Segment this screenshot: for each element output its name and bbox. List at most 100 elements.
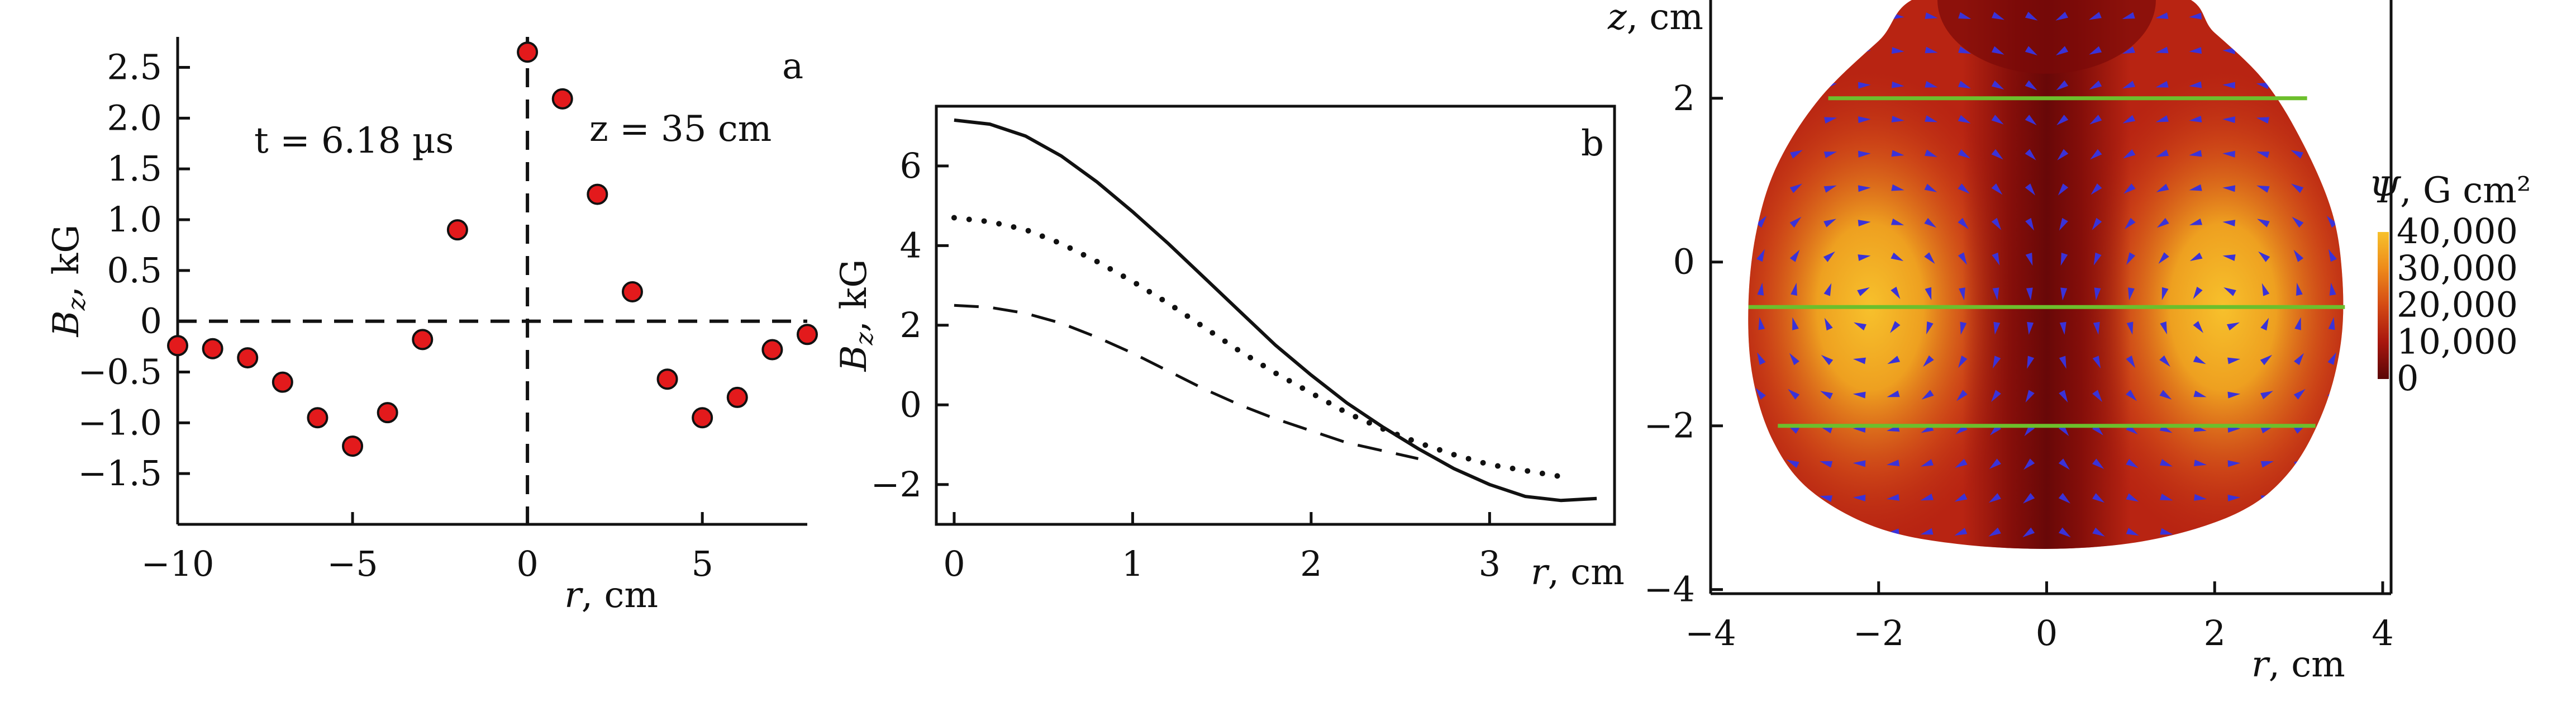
panel-c-field-arrow [2056,115,2069,126]
panel-a-x-tick-label: −10 [141,543,215,584]
panel-c-field-arrow [1853,391,1866,399]
panel-c-field-arrow [2058,183,2069,196]
panel-c-field-arrow [2025,12,2038,21]
panel-c-field-arrow [2328,317,2335,330]
panel-c-field-arrow [1824,48,1837,55]
panel-c-field-arrow [2126,356,2135,368]
panel-c-field-arrow [2227,322,2240,331]
panel-c-field-arrow [2294,494,2307,503]
panel-a-data-point [377,402,398,424]
panel-c-field-arrow [2156,217,2169,228]
panel-c-field-arrow [1955,458,1968,468]
panel-c-field-arrow [2025,80,2037,91]
panel-c-field-arrow [1786,494,1799,503]
panel-c: −4 −2 0 2 4 2 0 −2 −4 r, cm z, cm Ψ, G cm²40,00030,… [1607,0,2531,685]
panel-c-field-arrow [2023,458,2035,470]
panel-a-letter: a [782,46,803,87]
panel-c-field-arrow [2094,287,2101,301]
panel-a: −10 −5 0 5 2.5 2.0 1.5 1.0 0.5 0 −0.5 −1.0 −1.5 r, cm… [46,37,818,616]
panel-c-field-arrow [2256,151,2270,158]
panel-b-series-dashed [954,304,1419,460]
panel-c-field-arrow [1958,356,1968,368]
panel-c-field-arrow [1887,356,1901,364]
panel-c-field-arrow [2189,218,2202,225]
panel-c-field-arrow [1923,355,1934,367]
panel-c-field-arrow [2324,47,2337,55]
panel-c-field-arrow [2027,321,2034,335]
panel-c-field-arrow [1788,389,1800,400]
panel-c-field-arrow [1853,494,1866,501]
panel-c-field-arrow [1857,287,1870,296]
panel-c-x-tick-label: 0 [2036,613,2058,653]
panel-c-field-arrow [2260,495,2274,502]
panel-c-field-arrow [1790,116,1803,124]
panel-c-field-arrow [1789,353,1799,366]
panel-c-field-arrow [1756,81,1769,90]
panel-c-field-arrow [2025,46,2038,56]
panel-c-marks: −4 −2 0 2 4 2 0 −2 −4 r, cm z, cm Ψ, G cm²40,00030,… [1607,0,2531,685]
panel-c-field-arrow [2089,46,2102,55]
panel-c-field-arrow [2327,458,2340,468]
panel-a-y-tick-label: 0.5 [107,250,162,291]
panel-c-colorbar-tick-label: 30,000 [2397,248,2518,288]
panel-c-field-arrow [1991,390,2001,402]
panel-c-field-arrow [2256,13,2269,21]
panel-b-marks: 0 1 2 3 6 4 2 0 −2 r, cm Bz, kG [834,105,1625,593]
panel-c-field-arrow [2025,149,2036,160]
panel-c-field-arrow [2290,82,2303,90]
panel-c-field-arrow [1920,494,1934,501]
panel-c-field-arrow [1820,391,1833,400]
panel-c-field-arrow [2092,217,2102,230]
panel-c-field-arrow [2092,527,2105,537]
panel-c-field-arrow [1925,80,1938,88]
panel-b-x-label: r, cm [1531,552,1625,593]
panel-c-field-arrow [1786,460,1799,468]
panel-c-field-arrow [2227,494,2241,501]
panel-c-field-arrow [1891,47,1904,54]
panel-c-field-arrow [2156,183,2169,192]
panel-c-field-arrow [2193,356,2206,364]
panel-c-field-arrow [1756,215,1767,228]
panel-c-field-arrow [1789,183,1802,193]
panel-c-field-arrow [2126,458,2139,468]
panel-c-field-arrow [1789,216,1802,228]
panel-c-field-arrow [2156,149,2169,157]
panel-c-field-arrow [1958,80,1971,89]
panel-c-field-arrow [2123,149,2136,159]
panel-c-x-label: r, cm [2251,644,2345,685]
panel-c-y-tick-label: 2 [1673,78,1695,119]
panel-c-field-arrow [2025,183,2036,196]
panel-c-field-arrow [1790,48,1803,55]
panel-c-colorbar [2378,232,2389,379]
panel-c-field-arrow [2325,149,2337,159]
panel-a-data-point [307,407,328,429]
panel-c-field-arrow [1820,426,1833,434]
panel-c-field-arrow [1988,527,2001,537]
panel-c-field-arrow [2329,282,2336,296]
panel-c-colorbar-tick-label: 20,000 [2397,285,2518,325]
panel-c-flux-map [1748,0,2344,549]
panel-c-field-arrow [2060,287,2068,301]
panel-c-field-arrow [1858,116,1871,124]
panel-c-field-arrow [2222,185,2236,192]
panel-c-field-arrow [2328,249,2337,262]
panel-c-field-arrow [2294,353,2304,366]
panel-c-field-arrow [1989,458,2001,469]
panel-c-field-arrow [2222,150,2235,158]
panel-c-field-arrow [1890,321,1901,333]
panel-c-field-arrow [2189,116,2202,122]
panel-a-y-tick-label: −0.5 [78,352,162,392]
panel-c-field-arrow [1925,12,1938,19]
panel-c-plot-area [1748,0,2345,549]
panel-c-field-arrow [2189,184,2202,191]
panel-c-colorbar-tick-label: 0 [2397,358,2418,399]
panel-c-field-arrow [2189,252,2203,261]
panel-c-field-arrow [2189,81,2202,88]
panel-c-field-arrow [2160,494,2173,501]
panel-c-field-arrow [2124,217,2136,230]
panel-c-central-column [1963,0,2131,549]
panel-a-data-point [446,219,468,241]
panel-c-field-arrow [2159,390,2172,400]
panel-c-field-arrow [1786,529,1799,537]
panel-c-field-arrow [2227,357,2241,364]
